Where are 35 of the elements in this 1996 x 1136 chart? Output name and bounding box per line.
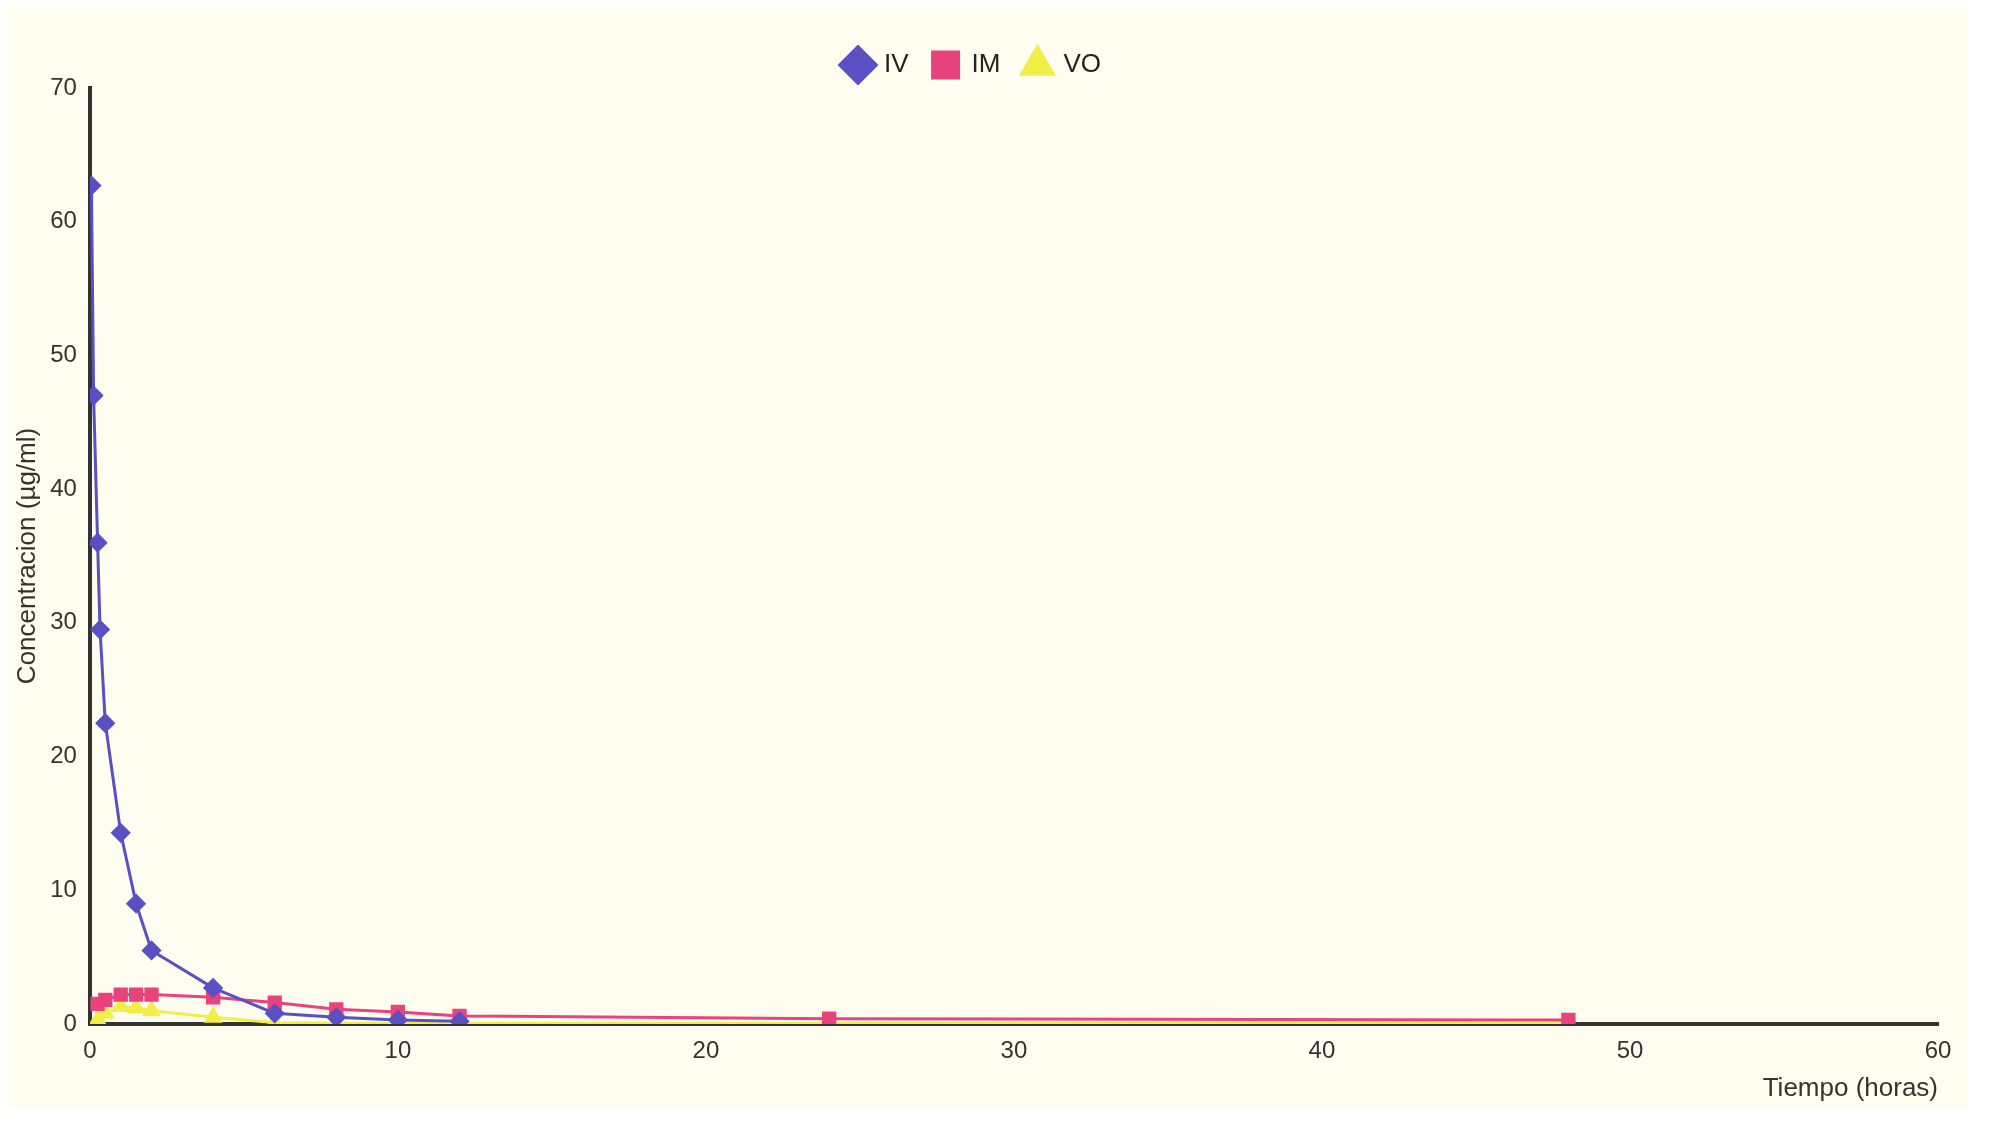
y-axis-title: Concentracion (µg/ml) xyxy=(10,427,41,685)
x-tick-label: 0 xyxy=(83,1036,97,1064)
point xyxy=(265,1003,285,1023)
point xyxy=(128,987,144,1002)
y-tick-label: 30 xyxy=(50,607,77,635)
legend-label: IM xyxy=(971,48,1001,79)
point xyxy=(204,1007,222,1023)
point xyxy=(111,823,131,843)
x-tick-label: 30 xyxy=(1000,1036,1028,1064)
y-tick-label: 70 xyxy=(50,72,77,100)
point xyxy=(95,713,115,733)
y-tick-label: 60 xyxy=(50,206,77,234)
point xyxy=(126,894,146,914)
y-tick-label: 0 xyxy=(63,1008,77,1036)
x-tick-label: 40 xyxy=(1308,1036,1336,1064)
point xyxy=(203,978,223,998)
x-axis-title: Tiempo (horas) xyxy=(1762,1071,1938,1102)
x-tick-label: 50 xyxy=(1616,1036,1644,1064)
y-tick-label: 40 xyxy=(50,473,77,501)
point xyxy=(143,1001,160,1017)
point xyxy=(113,987,128,1002)
y-tick-label: 10 xyxy=(50,874,77,902)
point xyxy=(98,992,113,1008)
point xyxy=(326,1007,346,1024)
point xyxy=(89,533,108,553)
x-tick-label: 60 xyxy=(1924,1036,1952,1064)
x-tick-label: 20 xyxy=(692,1036,720,1064)
legend-label: VO xyxy=(1063,48,1102,79)
y-tick-label: 20 xyxy=(50,741,77,769)
x-tick-label: 10 xyxy=(384,1036,412,1064)
point xyxy=(90,620,110,640)
legend-label: IV xyxy=(883,48,910,79)
point xyxy=(144,987,159,1002)
y-tick-label: 50 xyxy=(50,340,77,368)
point xyxy=(142,940,161,960)
